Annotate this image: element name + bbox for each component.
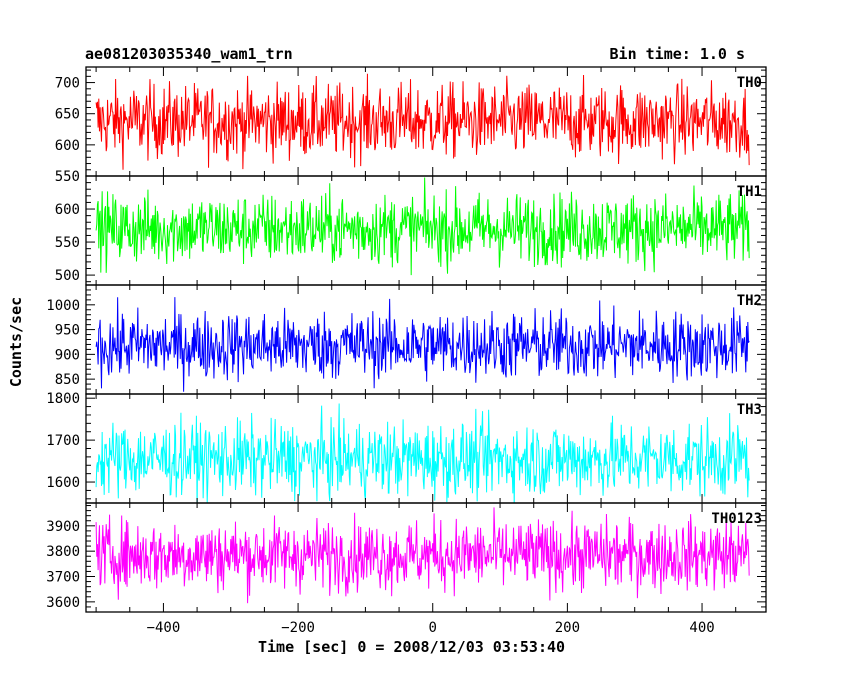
plot-title: ae081203035340_wam1_trn — [85, 45, 293, 63]
y-tick-label-th2: 1000 — [46, 298, 80, 314]
x-tick-label: −400 — [147, 620, 181, 636]
panel-label-th0: TH0 — [737, 75, 762, 91]
y-tick-label-th2: 850 — [55, 372, 80, 388]
y-tick-label-th0123: 3800 — [46, 544, 80, 560]
series-th3 — [95, 403, 750, 503]
y-tick-label-th1: 500 — [55, 268, 80, 284]
panel-label-th2: TH2 — [737, 293, 762, 309]
y-tick-label-th0123: 3700 — [46, 570, 80, 586]
y-tick-label-th2: 950 — [55, 323, 80, 339]
panel-label-th0123: TH0123 — [711, 511, 762, 527]
y-tick-label-th0: 700 — [55, 76, 80, 92]
y-tick-label-th3: 1600 — [46, 475, 80, 491]
x-axis-label: Time [sec] 0 = 2008/12/03 03:53:40 — [258, 638, 566, 656]
y-tick-label-th0: 650 — [55, 107, 80, 123]
x-tick-label: 200 — [555, 620, 580, 636]
y-axis-label: Counts/sec — [7, 296, 25, 388]
y-tick-label-th1: 600 — [55, 202, 80, 218]
series-th2 — [95, 297, 750, 392]
panel-frame-th0123 — [85, 502, 767, 613]
panel-label-th1: TH1 — [737, 184, 762, 200]
x-tick-label: −200 — [281, 620, 315, 636]
y-tick-label-th0: 550 — [55, 169, 80, 185]
series-th0 — [95, 73, 750, 170]
y-tick-label-th3: 1800 — [46, 391, 80, 407]
y-tick-label-th3: 1700 — [46, 433, 80, 449]
series-th0123 — [95, 507, 750, 604]
panel-label-th3: TH3 — [737, 402, 762, 418]
series-th1 — [95, 177, 750, 276]
y-tick-label-th1: 550 — [55, 235, 80, 251]
y-tick-label-th0: 600 — [55, 138, 80, 154]
y-tick-label-th0123: 3600 — [46, 595, 80, 611]
x-tick-label: 400 — [689, 620, 714, 636]
x-tick-label: 0 — [429, 620, 437, 636]
y-tick-label-th2: 900 — [55, 347, 80, 363]
bin-time-label: Bin time: 1.0 s — [609, 45, 745, 63]
y-tick-label-th0123: 3900 — [46, 519, 80, 535]
